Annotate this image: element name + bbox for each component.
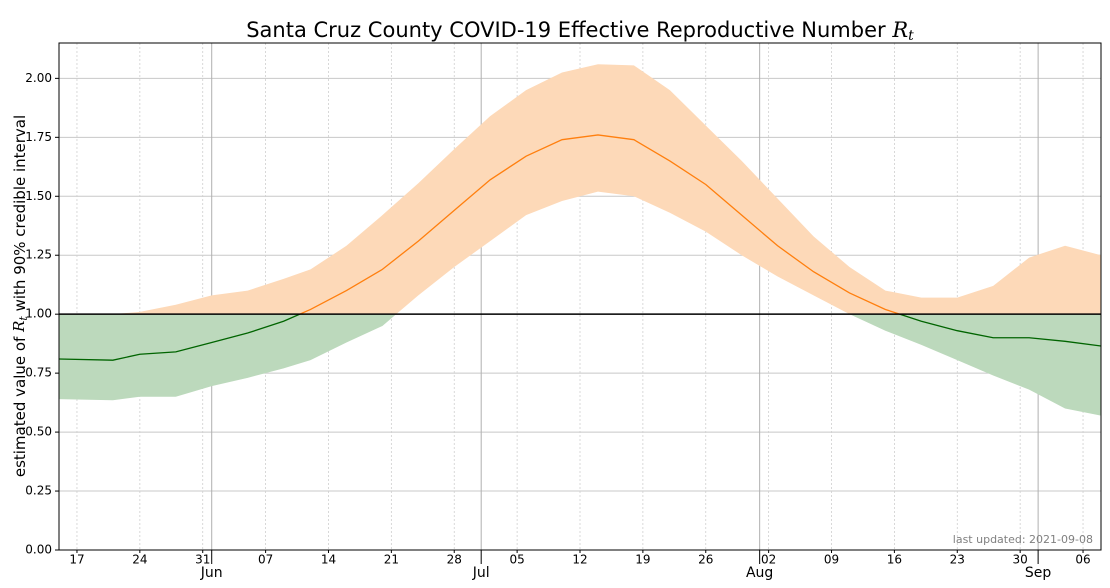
x-tick-label: 14 <box>321 553 336 567</box>
x-tick-label: 21 <box>384 553 399 567</box>
y-tick-label: 0.50 <box>25 425 52 439</box>
x-tick-label: 05 <box>509 553 524 567</box>
title-symbol: R <box>891 18 908 42</box>
median-line <box>59 314 1101 361</box>
y-tick-label: 2.00 <box>25 71 52 85</box>
median-line <box>298 134 902 315</box>
x-tick-label: 09 <box>824 553 839 567</box>
y-tick-label: 0.00 <box>25 543 52 557</box>
x-month-label: Jul <box>472 565 490 581</box>
x-tick-label: 12 <box>572 553 587 567</box>
y-axis-label: estimated value of Rt with 90% credible … <box>10 115 30 477</box>
y-tick-label: 1.75 <box>25 130 52 144</box>
y-tick-label: 0.25 <box>25 484 52 498</box>
x-month-label: Sep <box>1025 565 1052 581</box>
x-tick-label: 24 <box>132 553 147 567</box>
x-tick-label: 23 <box>950 553 965 567</box>
credible-band <box>59 314 1101 416</box>
x-tick-label: 16 <box>887 553 902 567</box>
title-subscript: t <box>908 28 914 44</box>
title-text: Santa Cruz County COVID-19 Effective Rep… <box>246 18 892 42</box>
credible-band <box>59 64 1101 315</box>
x-tick-label: 06 <box>1075 553 1090 567</box>
y-tick-label: 1.00 <box>25 307 52 321</box>
chart-title: Santa Cruz County COVID-19 Effective Rep… <box>246 18 914 45</box>
x-month-label: Aug <box>746 565 773 581</box>
x-tick-label: 07 <box>258 553 273 567</box>
x-tick-label: 19 <box>635 553 650 567</box>
annotation: last updated: 2021-09-08 <box>953 533 1093 546</box>
x-tick-label: 31 <box>195 553 210 567</box>
x-tick-label: 30 <box>1013 553 1028 567</box>
x-month-label: Jun <box>200 565 223 581</box>
y-label-subscript: t <box>17 316 30 321</box>
x-tick-label: 17 <box>69 553 84 567</box>
y-label-text: with 90% credible interval <box>11 115 29 316</box>
y-tick-label: 1.25 <box>25 248 52 262</box>
x-tick-label: 28 <box>447 553 462 567</box>
y-label-symbol: R <box>10 321 28 333</box>
y-tick-label: 1.50 <box>25 189 52 203</box>
y-tick-label: 0.75 <box>25 366 52 380</box>
y-label-text: estimated value of <box>11 332 29 477</box>
x-tick-label: 02 <box>761 553 776 567</box>
x-tick-label: 26 <box>698 553 713 567</box>
